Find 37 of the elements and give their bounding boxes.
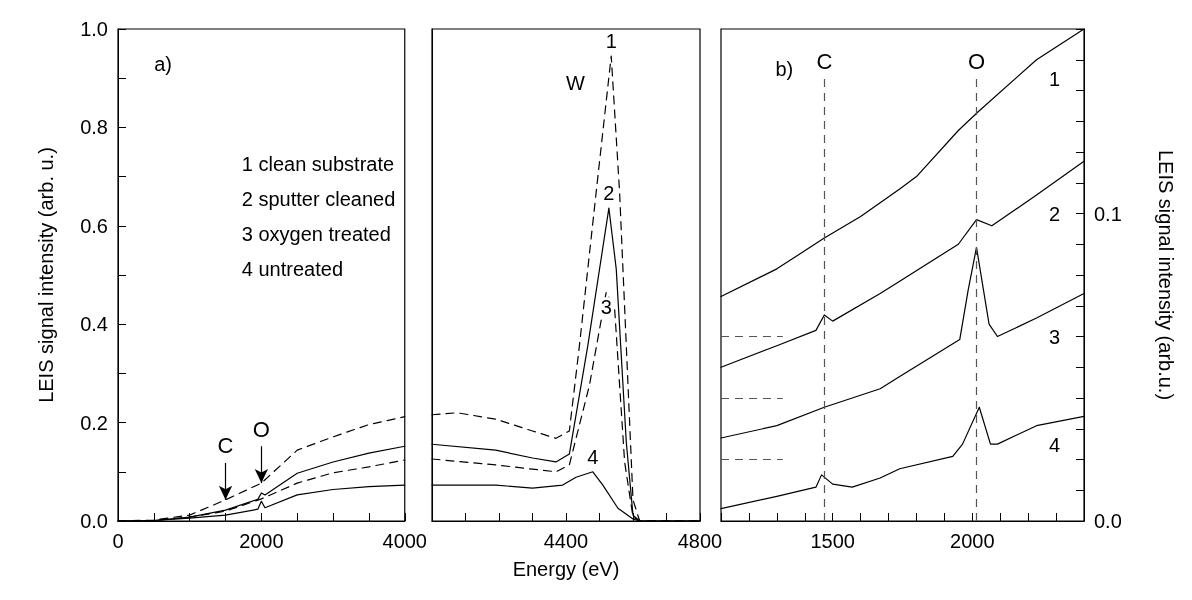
series-label: 1 [1048,67,1061,90]
annotation: 2 sputter cleaned [241,188,396,211]
x-tick-label: 4800 [677,530,723,552]
x-tick-label: 2000 [239,530,284,552]
y-tick-label: 0.4 [80,313,108,336]
y-tick-label: 0.2 [80,411,108,434]
y-axis-title: LEIS signal intensity (arb. u.) [35,147,57,403]
annotation: b) [775,57,794,80]
y-tick-label: 1.0 [80,18,108,40]
series-label: 3 [1048,326,1061,349]
annotation: 1 clean substrate [241,153,395,176]
series-label: 2 [603,182,615,205]
x-tick-label: 4000 [382,530,427,552]
x-tick-label: 4400 [543,530,589,552]
series-label: 4 [1048,433,1061,456]
series-label: 3 [600,296,612,319]
ref-line-label: C [816,48,833,74]
ref-line-label: O [967,48,986,74]
annotation: 3 oxygen treated [241,223,391,246]
series-label: 4 [587,445,599,468]
annotation: O [252,416,270,442]
y-tick-label: 0.8 [80,116,108,139]
annotation: a) [154,52,173,75]
x-axis-title: Energy (eV) [512,558,620,580]
x-tick-label: 0 [112,530,124,552]
series-label: 1 [605,30,617,53]
y-tick-label: 0.0 [80,510,108,532]
y-tick-label: 0.6 [80,214,108,237]
annotation: C [217,433,234,459]
y2-tick-label: 0.1 [1094,202,1122,225]
series-label: 2 [1048,203,1061,226]
y2-tick-label: 0.0 [1094,510,1122,532]
y2-axis-title: LEIS signal intensity (arb.u.) [1155,149,1177,401]
x-tick-label: 1500 [810,530,855,552]
annotation: W [566,72,585,95]
annotation: 4 untreated [241,258,344,281]
x-tick-label: 2000 [950,530,995,552]
